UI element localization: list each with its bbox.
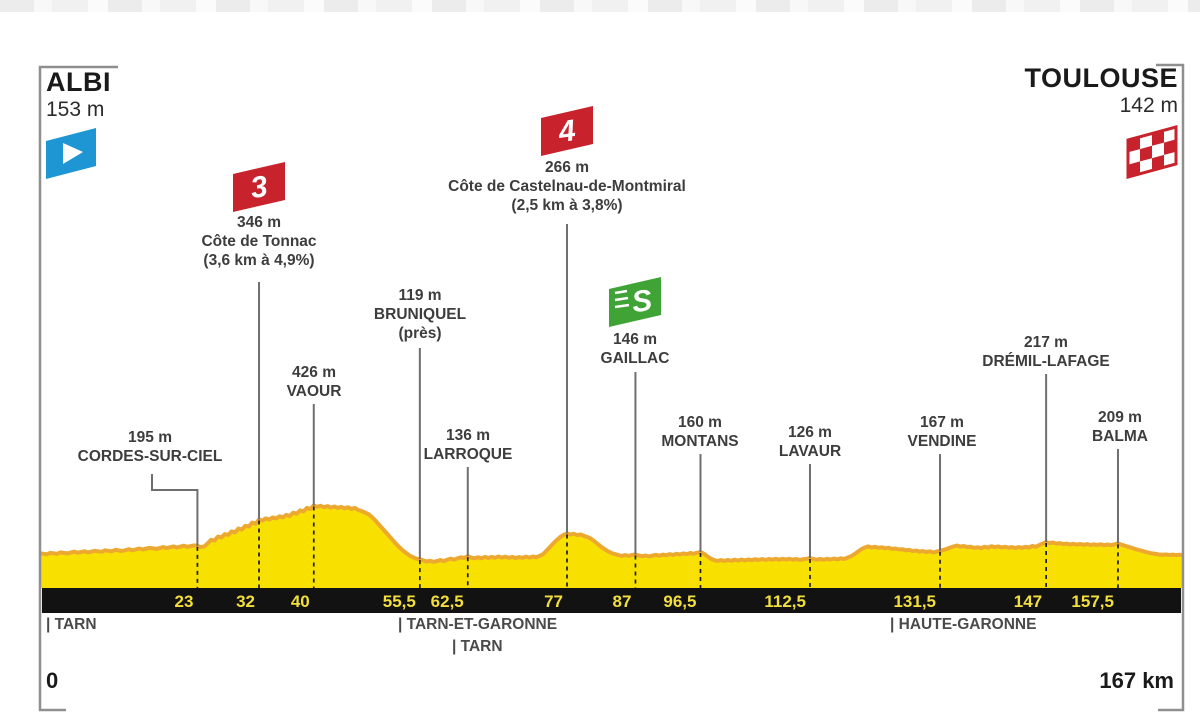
waypoint-name: Côte de Tonnac (201, 232, 316, 251)
start-city-name: ALBI (46, 68, 111, 96)
km-tick-label: 23 (174, 592, 193, 611)
waypoint-name: BALMA (1092, 427, 1148, 446)
waypoint-leader-line (152, 474, 197, 546)
waypoint-name: MONTANS (661, 432, 738, 451)
waypoint-name: VENDINE (908, 432, 977, 451)
start-flag-icon (46, 128, 96, 179)
start-city-elevation: 153 m (46, 99, 111, 121)
climb-category-3-icon: 3 (233, 162, 285, 212)
waypoint-elevation: 217 m (982, 333, 1109, 352)
km-tick-label: 112,5 (764, 592, 806, 611)
waypoint-name: (3,6 km à 4,9%) (201, 251, 316, 270)
finish-city-block: TOULOUSE 142 m (1024, 64, 1178, 117)
waypoint-label-c-te-de-castelnau-de-montmiral: 266 mCôte de Castelnau-de-Montmiral(2,5 … (448, 158, 686, 215)
waypoint-label-larroque: 136 mLARROQUE (424, 426, 513, 464)
distance-bar (42, 588, 1181, 613)
waypoint-elevation: 146 m (601, 330, 670, 349)
department-label: | TARN-ET-GARONNE (398, 616, 557, 634)
km-tick-label: 131,5 (893, 592, 936, 611)
waypoint-name: CORDES-SUR-CIEL (78, 447, 223, 466)
waypoint-label-dr-mil-lafage: 217 mDRÉMIL-LAFAGE (982, 333, 1109, 371)
km-tick-label: 62,5 (431, 592, 464, 611)
distance-start-label: 0 (46, 668, 58, 694)
finish-city-elevation: 142 m (1024, 95, 1178, 117)
waypoint-label-vendine: 167 mVENDINE (908, 413, 977, 451)
km-tick-label: 55,5 (383, 592, 416, 611)
waypoint-name: Côte de Castelnau-de-Montmiral (448, 177, 686, 196)
waypoint-name: DRÉMIL-LAFAGE (982, 352, 1109, 371)
finish-flag-icon (1128, 127, 1176, 177)
waypoint-label-montans: 160 mMONTANS (661, 413, 738, 451)
waypoint-elevation: 266 m (448, 158, 686, 177)
climb-category-4-icon: 4 (541, 106, 593, 156)
waypoint-elevation: 426 m (287, 363, 342, 382)
waypoint-label-bruniquel: 119 mBRUNIQUEL(près) (374, 286, 466, 343)
waypoint-elevation: 346 m (201, 213, 316, 232)
waypoint-elevation: 167 m (908, 413, 977, 432)
start-city-block: ALBI 153 m (46, 68, 111, 121)
sprint-marker-icon: S (609, 277, 661, 327)
km-tick-label: 40 (291, 592, 310, 611)
km-tick-label: 87 (613, 592, 632, 611)
distance-total-label: 167 km (1099, 668, 1174, 694)
waypoint-name: VAOUR (287, 382, 342, 401)
department-label: | HAUTE-GARONNE (890, 616, 1036, 634)
waypoint-name: (près) (374, 324, 466, 343)
km-tick-label: 77 (544, 592, 563, 611)
waypoint-name: (2,5 km à 3,8%) (448, 196, 686, 215)
waypoint-name: LARROQUE (424, 445, 513, 464)
km-tick-label: 147 (1014, 592, 1042, 611)
km-tick-label: 32 (236, 592, 255, 611)
waypoint-label-c-te-de-tonnac: 346 mCôte de Tonnac(3,6 km à 4,9%) (201, 213, 316, 270)
waypoint-name: BRUNIQUEL (374, 305, 466, 324)
finish-city-name: TOULOUSE (1024, 64, 1178, 92)
km-tick-label: 157,5 (1071, 592, 1114, 611)
waypoint-name: GAILLAC (601, 349, 670, 368)
department-label: | TARN (46, 616, 97, 634)
department-label: | TARN (452, 638, 503, 656)
waypoint-name: LAVAUR (779, 442, 841, 461)
waypoint-label-cordes-sur-ciel: 195 mCORDES-SUR-CIEL (78, 428, 223, 466)
waypoint-elevation: 119 m (374, 286, 466, 305)
waypoint-label-balma: 209 mBALMA (1092, 408, 1148, 446)
km-tick-label: 96,5 (663, 592, 696, 611)
waypoint-label-gaillac: 146 mGAILLAC (601, 330, 670, 368)
waypoint-elevation: 126 m (779, 423, 841, 442)
waypoint-elevation: 195 m (78, 428, 223, 447)
waypoint-elevation: 160 m (661, 413, 738, 432)
stage-profile-chart: 23324055,562,5778796,5112,5131,5147157,5… (0, 0, 1200, 725)
waypoint-label-lavaur: 126 mLAVAUR (779, 423, 841, 461)
waypoint-label-vaour: 426 mVAOUR (287, 363, 342, 401)
waypoint-elevation: 136 m (424, 426, 513, 445)
waypoint-elevation: 209 m (1092, 408, 1148, 427)
